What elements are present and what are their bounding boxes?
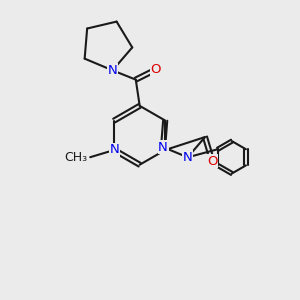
Text: O: O (207, 154, 217, 167)
Text: N: N (183, 151, 193, 164)
Text: N: N (158, 141, 168, 154)
Text: N: N (108, 64, 117, 77)
Text: N: N (109, 143, 119, 157)
Text: O: O (150, 63, 161, 76)
Text: CH₃: CH₃ (64, 151, 87, 164)
